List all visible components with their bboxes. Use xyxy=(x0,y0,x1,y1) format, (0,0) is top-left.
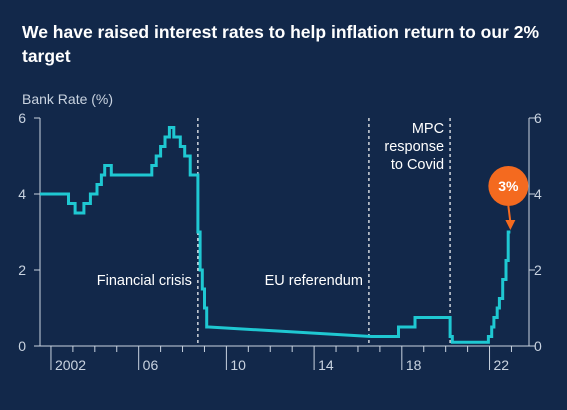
y-tick-label-left: 6 xyxy=(18,110,26,126)
y-tick-label-left: 0 xyxy=(18,338,26,354)
x-tick-label: 22 xyxy=(494,357,510,373)
event-label: to Covid xyxy=(391,157,444,173)
callout-badge xyxy=(488,166,529,206)
x-ticks: 2002 06 10 14 18 22 xyxy=(50,346,512,373)
y-ticks: 0 2 4 6 0 2 4 6 xyxy=(18,110,542,354)
x-tick-label: 14 xyxy=(318,357,334,373)
event-label: Financial crisis xyxy=(97,273,192,289)
y-tick-label-left: 4 xyxy=(18,186,26,202)
chart-title: We have raised interest rates to help in… xyxy=(22,22,540,66)
event-label: MPC xyxy=(412,121,444,137)
series-group xyxy=(40,126,511,344)
x-tick-label: 06 xyxy=(143,357,159,373)
y-tick-label-right: 2 xyxy=(534,262,542,278)
y-tick-label-right: 0 xyxy=(534,338,542,354)
callout: 3% xyxy=(488,166,529,230)
series-line xyxy=(40,126,511,344)
y-tick-label-right: 4 xyxy=(534,186,542,202)
callout-arrow-head xyxy=(505,220,516,230)
x-tick-label: 10 xyxy=(230,357,246,373)
y-tick-label-left: 2 xyxy=(18,262,26,278)
event-label: response xyxy=(384,139,444,155)
callout-arrow-line xyxy=(507,205,512,223)
x-tick-label: 2002 xyxy=(55,357,86,373)
y-tick-label-right: 6 xyxy=(534,110,542,126)
x-tick-label: 18 xyxy=(406,357,422,373)
event-annotations: Financial crisis EU referendum MPC response… xyxy=(97,118,451,346)
y-axis-label: Bank Rate (%) xyxy=(22,91,113,107)
callout-label: 3% xyxy=(498,178,519,194)
event-label: EU referendum xyxy=(265,273,363,289)
